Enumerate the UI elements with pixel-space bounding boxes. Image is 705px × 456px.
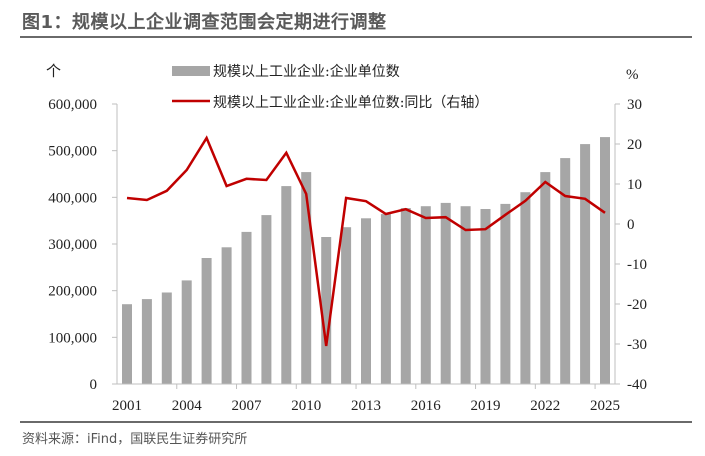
bar-2004	[181, 280, 192, 384]
bar-2007	[241, 231, 252, 384]
left-tick-label: 0	[90, 377, 98, 393]
bar-series	[122, 137, 610, 384]
bar-2017	[440, 202, 451, 384]
right-tick-label: 30	[627, 97, 642, 113]
right-tick-label: -20	[627, 297, 647, 313]
bar-2006	[221, 247, 232, 384]
bar-2011	[321, 237, 332, 384]
legend-label-line: 规模以上工业企业:企业单位数:同比（右轴）	[213, 94, 488, 111]
bar-2019	[480, 209, 491, 384]
x-tick-label: 2004	[172, 398, 203, 414]
source-note: 资料来源：iFind，国联民生证券研究所	[22, 432, 248, 447]
bar-2010	[301, 172, 312, 384]
right-tick-label: -30	[627, 337, 647, 353]
left-tick-label: 500,000	[48, 144, 97, 160]
line-series	[126, 135, 606, 347]
right-tick-label: 10	[627, 177, 642, 193]
bar-2015	[400, 208, 411, 384]
left-tick-label: 400,000	[48, 190, 97, 206]
x-tick-label: 2019	[471, 398, 501, 414]
axes: 0 100,000 200,000 300,000 400,000 500,000 600,…	[46, 62, 647, 414]
right-tick-label: 0	[627, 217, 635, 233]
x-tick-label: 2022	[530, 398, 560, 414]
bar-2013	[361, 218, 371, 384]
right-tick-label: 20	[627, 137, 642, 153]
legend-swatch-bar	[172, 66, 210, 76]
bar-2024	[580, 144, 591, 384]
x-tick-label: 2010	[291, 398, 321, 414]
footer-divider	[20, 421, 692, 423]
title-divider	[20, 36, 692, 38]
left-tick-label: 100,000	[48, 330, 97, 346]
left-tick-label: 300,000	[48, 237, 97, 253]
x-tick-label: 2001	[112, 398, 142, 414]
right-axis-unit: %	[626, 67, 639, 83]
bar-2018	[460, 206, 471, 384]
right-tick-label: -40	[627, 377, 647, 393]
bar-2023	[560, 158, 571, 384]
bar-2025	[600, 137, 610, 384]
bar-2008	[261, 215, 272, 384]
bar-2021	[520, 192, 531, 384]
x-tick-label: 2016	[411, 398, 442, 414]
left-tick-label: 600,000	[48, 97, 97, 113]
bar-2002	[141, 299, 152, 384]
bar-2012	[341, 227, 352, 384]
bar-2014	[380, 214, 391, 384]
bar-2003	[161, 292, 172, 384]
bar-2020	[500, 203, 511, 384]
x-tick-label: 2025	[590, 398, 620, 414]
bar-2001	[122, 304, 132, 384]
legend-label-bar: 规模以上工业企业:企业单位数	[213, 63, 400, 80]
left-tick-label: 200,000	[48, 284, 97, 300]
right-tick-label: -10	[627, 257, 647, 273]
bar-2005	[201, 258, 212, 384]
left-axis-unit: 个	[46, 62, 61, 80]
figure-title: 图1：规模以上企业调查范围会定期进行调整	[22, 12, 387, 33]
bar-2022	[540, 172, 551, 384]
chart: 0 100,000 200,000 300,000 400,000 500,000 600,…	[46, 62, 647, 414]
x-tick-label: 2007	[231, 398, 262, 414]
bar-2016	[420, 206, 431, 384]
x-tick-label: 2013	[351, 398, 381, 414]
bar-2009	[281, 186, 292, 384]
